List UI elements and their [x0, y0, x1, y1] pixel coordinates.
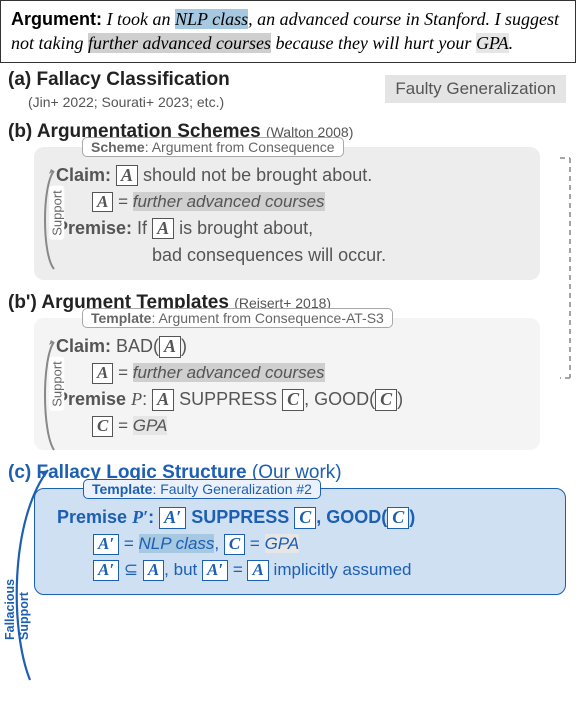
argument-text-end: .	[509, 33, 514, 53]
assign-C-bp: C = GPA	[56, 414, 528, 438]
assign-val-b: further advanced courses	[133, 192, 325, 211]
var-C-c1: C	[294, 507, 316, 529]
suppress-bp: SUPPRESS	[174, 389, 282, 409]
var-C-bp2: C	[375, 389, 397, 411]
eq-c-Ap: =	[119, 534, 138, 553]
scheme-name: : Argument from Consequence	[145, 139, 335, 155]
suppress-c: SUPPRESS	[186, 507, 294, 527]
var-A-c1: A	[143, 560, 164, 581]
support-label-b: Support	[49, 186, 64, 240]
section-a-title: (a) Fallacy Classification	[8, 69, 230, 90]
var-A-b3: A	[152, 218, 174, 240]
good-post-bp: )	[397, 389, 403, 409]
argument-block: Argument: I took an NLP class, an advanc…	[0, 0, 576, 63]
highlight-gpa: GPA	[476, 33, 509, 53]
premise-colon-c: :	[148, 507, 159, 527]
fallacious-support-label: FallaciousSupport	[4, 579, 32, 640]
panel-b: Scheme: Argument from Consequence Suppor…	[34, 147, 540, 280]
premise-pre-b: If	[132, 218, 152, 238]
var-Ap-c3: A′	[93, 560, 119, 581]
premise-line-b2: bad consequences will occur.	[56, 243, 528, 268]
panel-c: Template: Faulty Generalization #2 Premi…	[34, 488, 566, 595]
section-a-head: (a) Fallacy Classification (Jin+ 2022; S…	[0, 63, 238, 115]
assign-A-b: A = further advanced courses	[56, 190, 528, 214]
var-A-b2: A	[92, 192, 113, 213]
premise-line-b1: Premise: If A is brought about,	[56, 216, 528, 241]
template-name-c: : Faulty Generalization #2	[152, 481, 312, 497]
bad-post-bp: )	[181, 336, 187, 356]
section-a-row: (a) Fallacy Classification (Jin+ 2022; S…	[0, 63, 576, 115]
var-Ap-c4: A′	[202, 560, 228, 581]
var-A-c2: A	[247, 560, 268, 581]
assign-A-bp: A = further advanced courses	[56, 361, 528, 385]
premise-label-c: Premise	[57, 507, 132, 527]
fallacy-badge: Faulty Generalization	[385, 75, 566, 103]
template-label-bp: Template	[91, 310, 151, 326]
section-a-cite: (Jin+ 2022; Sourati+ 2023; etc.)	[8, 94, 224, 110]
claim-label-bp: Claim:	[56, 336, 111, 356]
premise-post-b: is brought about,	[174, 218, 313, 238]
template-label-c: Template	[92, 481, 152, 497]
premise-line-bp: Premise P: A SUPPRESS C, GOOD(C)	[56, 387, 528, 412]
eq-b: =	[113, 192, 132, 211]
template-tag-c: Template: Faulty Generalization #2	[83, 479, 321, 499]
assign-val-bp-C: GPA	[133, 416, 168, 435]
eqsign-c: =	[228, 560, 247, 579]
claim-line-bp: Claim: BAD(A)	[56, 334, 528, 359]
var-Ap-c2: A′	[93, 534, 119, 555]
eq-bp-A: =	[113, 363, 132, 382]
assign-val-c-Ap: NLP class	[139, 534, 215, 553]
premise-label-bp: Premise	[56, 389, 131, 409]
eq-c-C: =	[245, 534, 264, 553]
var-A-bp2: A	[92, 363, 113, 384]
subset-c: ⊆	[119, 560, 143, 579]
good-pre-c: , GOOD(	[316, 507, 387, 527]
argument-label: Argument:	[11, 9, 102, 29]
var-Ap-c1: A′	[159, 507, 186, 529]
premise-line-c: Premise P′: A′ SUPPRESS C, GOOD(C)	[57, 505, 553, 530]
var-C-c3: C	[224, 534, 245, 555]
support-label-bp: Support	[49, 357, 64, 411]
assign-line-c2: A′ ⊆ A, but A′ = A implicitly assumed	[57, 558, 553, 582]
argument-text-pre: I took an	[107, 9, 175, 29]
var-C-bp1: C	[282, 389, 304, 411]
eq-bp-C: =	[113, 416, 132, 435]
premise-colon-bp: :	[142, 389, 152, 409]
template-name-bp: : Argument from Consequence-AT-S3	[151, 310, 383, 326]
good-post-c: )	[409, 507, 415, 527]
var-A-b1: A	[116, 165, 138, 187]
highlight-nlp-class: NLP class	[175, 9, 248, 29]
premise-P-bp: P	[131, 389, 142, 409]
var-A-bp3: A	[152, 389, 174, 411]
assign-val-bp-A: further advanced courses	[133, 363, 325, 382]
claim-text-b: should not be brought about.	[138, 165, 372, 185]
bad-pre-bp: BAD(	[111, 336, 159, 356]
good-pre-bp: , GOOD(	[304, 389, 375, 409]
argument-text-mid2: because they will hurt your	[271, 33, 476, 53]
implicit-c: implicitly assumed	[269, 560, 412, 579]
claim-label-b: Claim:	[56, 165, 111, 185]
assign-line-c1: A′ = NLP class, C = GPA	[57, 532, 553, 556]
scheme-tag-b: Scheme: Argument from Consequence	[82, 137, 344, 157]
premise-label-b: Premise:	[56, 218, 132, 238]
template-tag-bp: Template: Argument from Consequence-AT-S…	[82, 308, 393, 328]
premise-P-c: P′	[132, 507, 148, 527]
claim-line-b: Claim: A should not be brought about.	[56, 163, 528, 188]
scheme-label: Scheme	[91, 139, 145, 155]
but-c: , but	[164, 560, 202, 579]
panel-bp: Template: Argument from Consequence-AT-S…	[34, 318, 540, 450]
var-A-bp1: A	[159, 336, 181, 358]
var-C-bp3: C	[92, 416, 113, 437]
highlight-further-advanced: further advanced courses	[88, 33, 271, 53]
var-C-c2: C	[387, 507, 409, 529]
assign-val-c-C: GPA	[265, 534, 300, 553]
